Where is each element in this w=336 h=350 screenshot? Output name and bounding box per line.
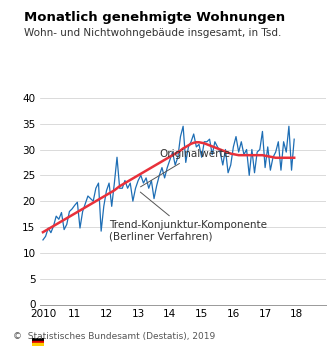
Bar (32, 343, 44, 346)
Text: Originalwerte: Originalwerte (140, 149, 230, 187)
Text: Wohn- und Nichtwohngebäude insgesamt, in Tsd.: Wohn- und Nichtwohngebäude insgesamt, in… (24, 28, 281, 38)
Text: Monatlich genehmigte Wohnungen: Monatlich genehmigte Wohnungen (24, 10, 285, 23)
Text: Trend-Konjunktur-Komponente
(Berliner Verfahren): Trend-Konjunktur-Komponente (Berliner Ve… (109, 192, 267, 242)
Bar (32, 338, 44, 341)
Text: ©  Statistisches Bundesamt (Destatis), 2019: © Statistisches Bundesamt (Destatis), 20… (13, 332, 216, 341)
Bar (32, 341, 44, 343)
